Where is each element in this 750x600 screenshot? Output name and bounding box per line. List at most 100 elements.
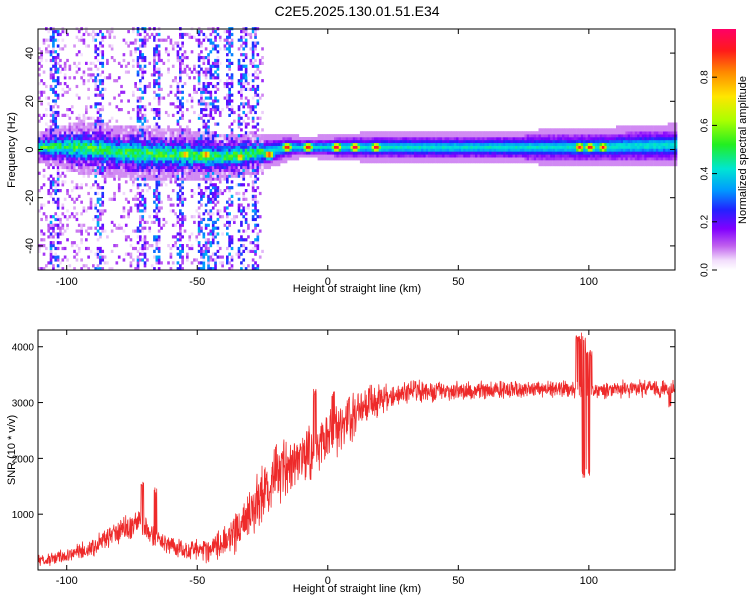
spectrogram-cell — [576, 163, 579, 167]
spectrogram-cell — [235, 165, 239, 170]
spectrogram-cell — [254, 189, 257, 193]
spectrogram-cell — [52, 157, 55, 161]
spectrogram-cell — [139, 116, 142, 120]
spectrogram-cell — [188, 139, 192, 144]
spectrogram-cell — [216, 105, 220, 109]
spectrogram-cell — [174, 134, 177, 138]
spectrogram-cell — [146, 137, 149, 141]
spectrogram-cell — [214, 61, 217, 65]
spectrogram-cell — [526, 154, 530, 158]
spectrogram-cell — [374, 154, 377, 158]
spectrogram-cell — [439, 160, 443, 164]
spectrogram-cell — [96, 217, 100, 222]
spectrogram-cell — [381, 134, 384, 138]
spectrogram-cell — [115, 151, 119, 155]
spectrogram-cell — [359, 139, 363, 144]
spectrogram-cell — [498, 134, 502, 138]
spectrogram-cell — [188, 238, 192, 242]
spectrogram-cell — [451, 142, 455, 146]
spectrogram-cell — [101, 165, 105, 170]
spectrogram-cell — [139, 139, 142, 144]
spectrogram-cell — [153, 177, 156, 181]
spectrogram-cell — [174, 171, 177, 175]
spectrogram-cell — [493, 145, 497, 149]
spectrogram-cell — [59, 32, 62, 37]
spectrogram-cell — [54, 223, 58, 227]
spectrogram-cell — [256, 154, 260, 158]
spectrogram-cell — [181, 44, 184, 48]
spectrogram-cell — [66, 134, 69, 138]
spectrogram-cell — [376, 157, 379, 161]
spectrogram-cell — [230, 200, 234, 204]
spectrogram-cell — [66, 142, 69, 146]
spectrogram-cell — [200, 96, 203, 100]
spectrogram-cell — [146, 157, 149, 161]
spectrogram-cell — [261, 137, 264, 141]
spectrogram-cell — [197, 82, 201, 86]
spectrogram-cell — [576, 157, 579, 161]
spectrogram-cell — [183, 53, 187, 57]
spectrogram-cell — [155, 255, 159, 259]
spectrogram-cell — [221, 145, 224, 149]
spectrogram-cell — [240, 148, 243, 152]
spectrogram-cell — [233, 119, 236, 123]
spectrogram-cell — [204, 102, 208, 106]
spectrogram-cell — [190, 171, 194, 175]
spectrogram-cell — [374, 145, 377, 149]
spectrogram-cell — [186, 177, 189, 181]
spectrogram-cell — [188, 165, 192, 170]
spectrogram-cell — [108, 160, 112, 164]
spectrogram-cell — [134, 50, 137, 54]
spectrogram-cell — [559, 134, 563, 138]
spectrogram-cell — [320, 139, 323, 144]
spectrogram-cell — [230, 73, 234, 77]
spectrogram-cell — [303, 142, 307, 146]
spectrogram-cell — [529, 151, 532, 155]
spectrogram-cell — [75, 183, 79, 187]
spectrogram-cell — [139, 125, 142, 129]
spectrogram-cell — [132, 197, 135, 201]
spectrogram-cell — [237, 145, 241, 149]
spectrogram-cell — [550, 139, 553, 144]
spectrogram-cell — [268, 139, 271, 144]
spectrogram-cell — [221, 137, 224, 141]
spectrogram-cell — [120, 157, 123, 161]
spectrogram-cell — [45, 264, 48, 268]
spectrogram-cell — [505, 151, 509, 155]
spectrogram-cell — [543, 163, 546, 167]
spectrogram-cell — [263, 163, 267, 167]
spectrogram-cell — [129, 125, 133, 129]
spectrogram-cell — [120, 174, 123, 178]
spectrogram-cell — [552, 151, 556, 155]
spectrogram-cell — [42, 154, 46, 158]
spectrogram-cell — [188, 151, 192, 155]
spectrogram-cell — [96, 128, 100, 132]
spectrogram-cell — [179, 238, 182, 242]
spectrogram-cell — [202, 84, 206, 89]
spectrogram-cell — [139, 108, 142, 112]
spectrogram-cell — [42, 183, 46, 187]
spectrogram-cell — [275, 163, 278, 167]
spectrogram-cell — [179, 64, 182, 68]
spectrogram-cell — [515, 134, 518, 138]
spectrogram-cell — [352, 151, 356, 155]
spectrogram-cell — [223, 151, 227, 155]
spectrogram-cell — [132, 174, 135, 178]
spectrogram-cell — [251, 44, 255, 48]
spectrogram-cell — [357, 154, 361, 158]
spectrogram-cell — [247, 145, 250, 149]
spectrogram-cell — [101, 96, 105, 100]
spectrogram-cell — [54, 246, 58, 251]
spectrogram-cell — [96, 157, 100, 161]
spectrogram-cell — [510, 139, 513, 144]
spectrogram-cell — [235, 157, 239, 161]
spectrogram-cell — [211, 148, 215, 152]
spectrogram-cell — [155, 171, 159, 175]
spectrogram-cell — [211, 30, 215, 34]
spectrogram-cell — [282, 151, 286, 155]
spectrogram-cell — [96, 220, 100, 224]
spectrogram-cell — [385, 160, 389, 164]
spectrogram-cell — [235, 163, 239, 167]
spectrogram-cell — [284, 160, 288, 164]
spectrogram-cell — [566, 137, 570, 141]
